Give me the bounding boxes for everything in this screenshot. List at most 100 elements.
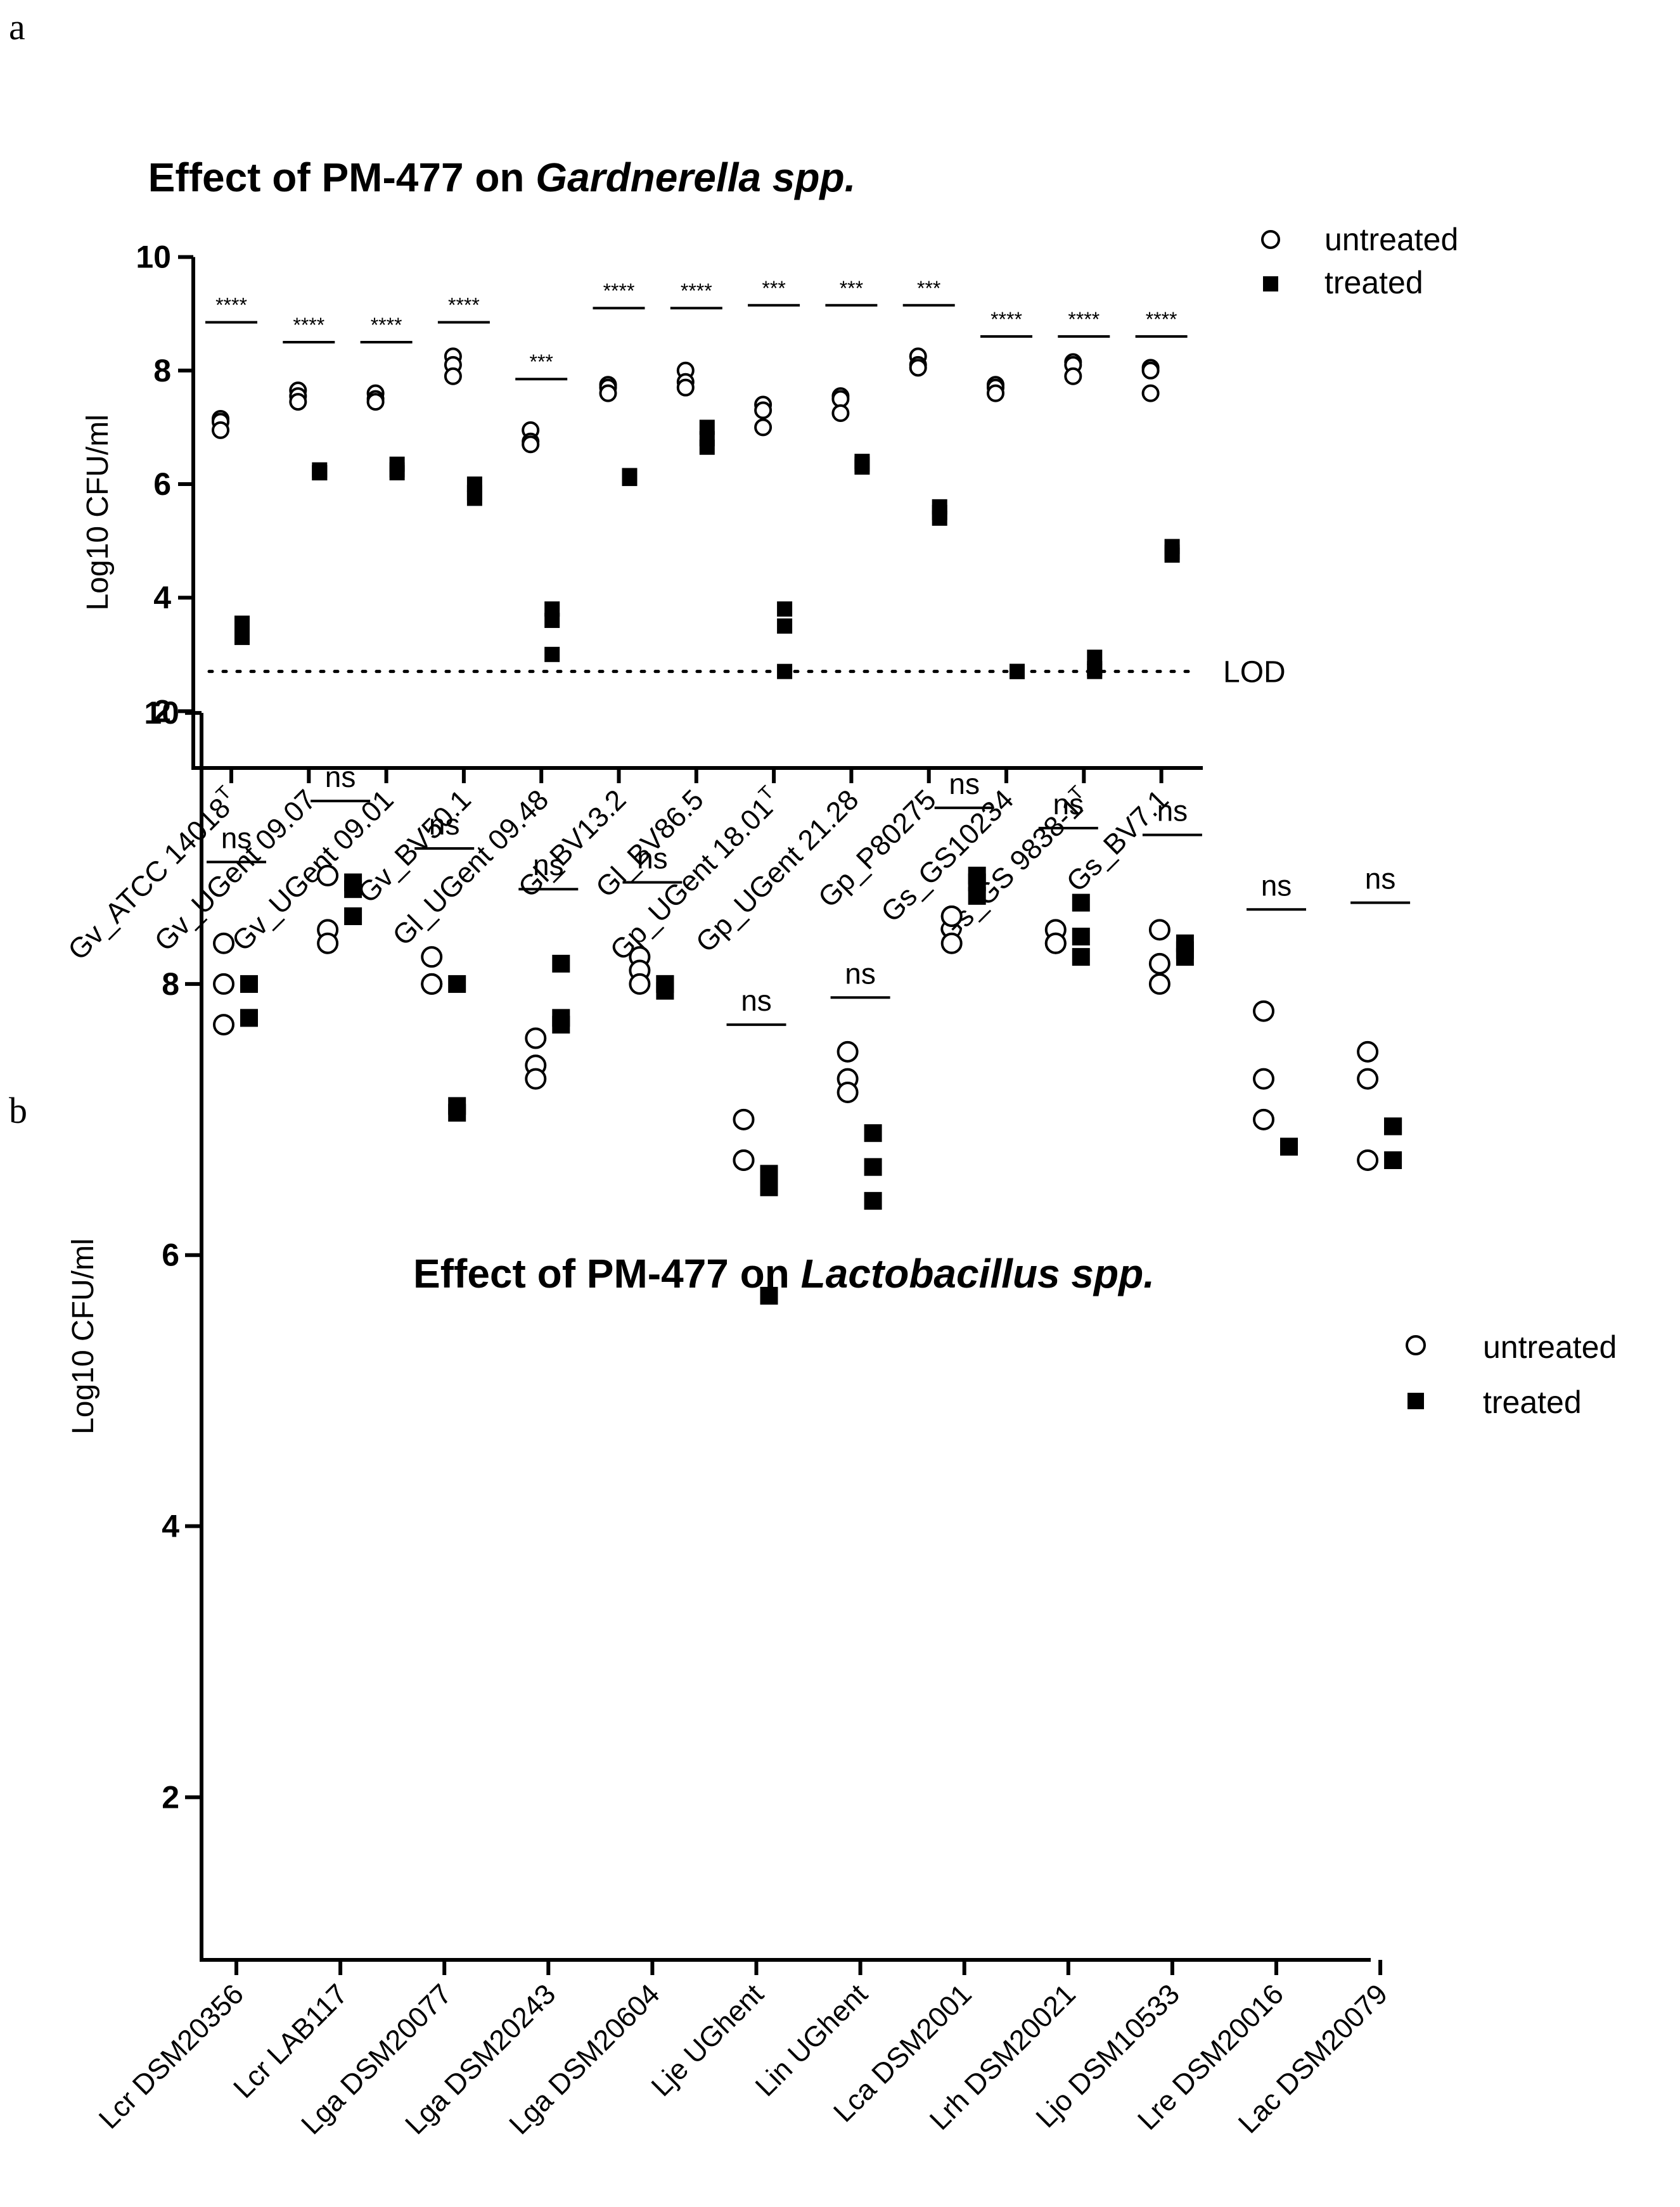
- point-treated-a: [544, 613, 560, 629]
- significance-label-a: ****: [448, 294, 480, 317]
- point-untreated-a: [1141, 361, 1160, 380]
- point-treated-b: [864, 1124, 882, 1142]
- point-untreated-a: [754, 401, 773, 419]
- point-treated-b: [864, 1192, 882, 1210]
- point-treated-b: [552, 1016, 570, 1034]
- point-treated-a: [932, 510, 947, 526]
- point-treated-a: [1010, 663, 1025, 679]
- point-untreated-a: [909, 359, 927, 377]
- point-untreated-b: [1148, 919, 1170, 941]
- lod-label: LOD: [1223, 656, 1286, 689]
- point-untreated-a: [444, 367, 462, 385]
- point-treated-a: [699, 439, 715, 455]
- point-treated-b: [448, 1104, 466, 1122]
- significance-label-a: ****: [603, 279, 635, 302]
- chart-title-b-main: Effect of PM-477 on: [413, 1251, 801, 1296]
- point-untreated-b: [317, 864, 339, 886]
- point-untreated-a: [366, 393, 385, 411]
- point-treated-a: [1164, 547, 1180, 563]
- point-untreated-b: [525, 1068, 547, 1090]
- significance-label-a: ****: [991, 308, 1022, 331]
- point-untreated-b: [837, 1040, 859, 1063]
- point-treated-b: [344, 907, 362, 925]
- chart-title-a-main: Effect of PM-477 on: [148, 155, 536, 200]
- point-untreated-a: [831, 404, 850, 422]
- point-untreated-b: [629, 973, 651, 995]
- point-untreated-a: [212, 421, 229, 439]
- category-label-b: Lcr DSM20356: [93, 1978, 250, 2135]
- point-treated-b: [240, 1009, 258, 1027]
- y-tick-label-b: 6: [162, 1238, 179, 1273]
- y-tick-label-a: 4: [153, 580, 171, 615]
- y-tick-label-a: 8: [153, 353, 171, 388]
- significance-label-a: ****: [1068, 308, 1100, 331]
- point-untreated-b: [1357, 1068, 1379, 1090]
- point-untreated-b: [733, 1108, 755, 1130]
- significance-label-a: ***: [762, 277, 785, 300]
- point-untreated-b: [213, 932, 234, 954]
- significance-label-a: ****: [371, 314, 402, 336]
- significance-label-a: ***: [530, 350, 553, 373]
- point-treated-b: [1176, 948, 1194, 966]
- point-treated-b: [448, 975, 466, 993]
- point-untreated-b: [421, 973, 443, 995]
- point-treated-b: [1072, 948, 1090, 966]
- point-treated-b: [1072, 893, 1090, 912]
- legend-a: untreated treated: [1261, 222, 1458, 300]
- point-untreated-b: [317, 932, 339, 954]
- significance-label-b: ns: [1157, 795, 1188, 828]
- point-treated-b: [240, 975, 258, 993]
- point-treated-b: [552, 954, 570, 973]
- point-untreated-b: [733, 1149, 755, 1171]
- point-untreated-b: [421, 946, 443, 968]
- chart-title-a: Effect of PM-477 on Gardnerella spp.: [148, 155, 856, 200]
- significance-label-b: ns: [533, 848, 564, 881]
- point-untreated-a: [1141, 384, 1160, 402]
- significance-label-b: ns: [429, 808, 460, 841]
- y-tick-label-a: 2: [153, 693, 171, 729]
- point-untreated-b: [213, 973, 234, 995]
- significance-label-a: ****: [1146, 308, 1177, 331]
- point-untreated-a: [754, 418, 773, 437]
- significance-label-b: ns: [741, 984, 772, 1017]
- legend-b-untreated-label: untreated: [1483, 1329, 1617, 1365]
- significance-label-a: ***: [840, 277, 863, 300]
- significance-label-b: ns: [325, 760, 356, 793]
- point-untreated-b: [940, 905, 963, 927]
- point-untreated-b: [1253, 1108, 1274, 1130]
- point-treated-b: [760, 1286, 778, 1305]
- legend-a-untreated-label: untreated: [1324, 222, 1458, 257]
- point-treated-b: [760, 1178, 778, 1196]
- point-untreated-a: [987, 384, 1004, 402]
- point-untreated-b: [1253, 1000, 1274, 1022]
- y-tick-label-b: 10: [144, 695, 179, 731]
- panel-letter-a: a: [9, 6, 25, 48]
- legend-b: untreated treated: [1406, 1329, 1617, 1420]
- point-treated-b: [1384, 1151, 1402, 1169]
- point-treated-a: [312, 465, 328, 481]
- point-untreated-a: [289, 393, 307, 411]
- significance-label-a: ****: [681, 279, 712, 302]
- legend-b-treated-marker: [1407, 1393, 1424, 1409]
- chart-title-b: Effect of PM-477 on Lactobacillus spp.: [413, 1251, 1155, 1296]
- point-treated-a: [854, 459, 870, 475]
- point-treated-b: [1384, 1117, 1402, 1135]
- significance-label-b: ns: [1053, 788, 1084, 821]
- point-treated-b: [968, 886, 986, 905]
- significance-label-b: ns: [949, 767, 980, 800]
- y-tick-label-b: 4: [162, 1509, 179, 1544]
- significance-label-b: ns: [637, 841, 668, 874]
- y-tick-label-b: 2: [162, 1779, 179, 1815]
- legend-a-treated-marker: [1263, 276, 1278, 291]
- category-label-b: Lje UGhent: [645, 1978, 770, 2102]
- point-treated-a: [622, 471, 638, 487]
- point-treated-b: [1072, 928, 1090, 946]
- significance-label-a: ***: [917, 277, 940, 300]
- point-treated-a: [777, 618, 793, 634]
- point-treated-a: [544, 646, 560, 662]
- chart-title-a-italic: Gardnerella spp.: [535, 155, 856, 200]
- point-untreated-b: [1148, 952, 1170, 975]
- y-tick-label-a: 10: [136, 240, 171, 275]
- significance-label-b: ns: [1365, 862, 1396, 895]
